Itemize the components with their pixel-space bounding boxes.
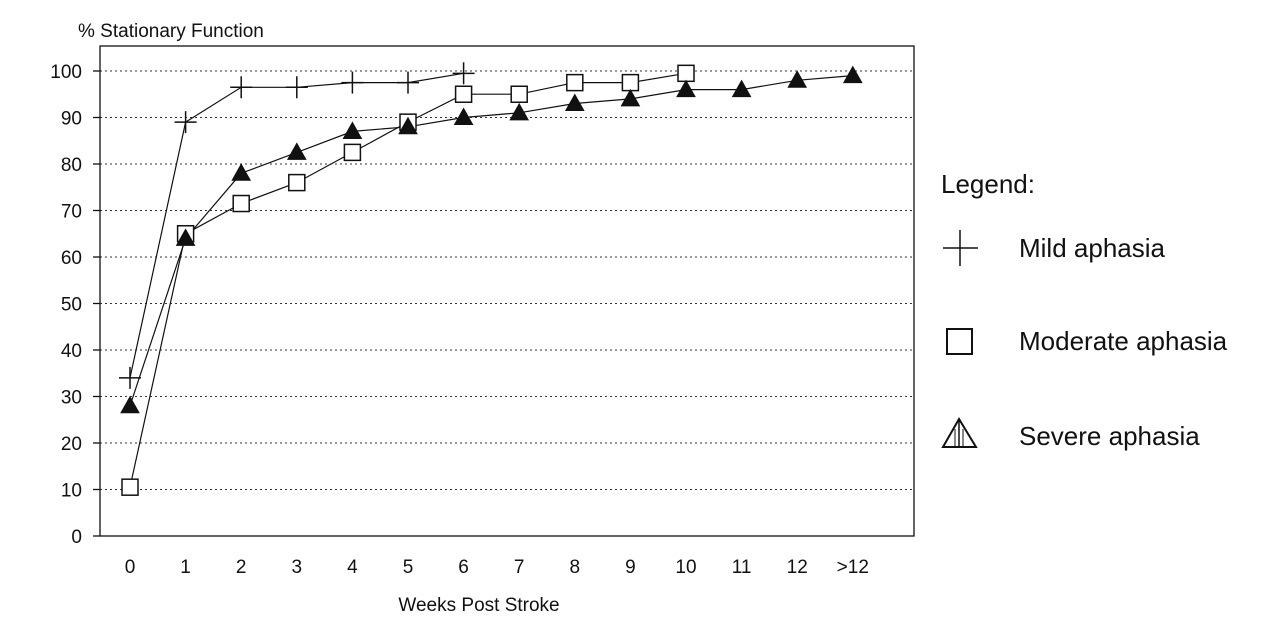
data-point-plus bbox=[397, 71, 419, 94]
y-tick-label: 70 bbox=[61, 202, 82, 223]
x-tick-label: 3 bbox=[292, 557, 303, 578]
data-point-triangle bbox=[620, 88, 641, 107]
legend-label: Moderate aphasia bbox=[1019, 326, 1228, 356]
legend-title: Legend: bbox=[941, 169, 1035, 199]
data-point-square bbox=[621, 73, 640, 92]
data-point-triangle bbox=[453, 107, 474, 125]
data-point-triangle bbox=[120, 395, 140, 414]
legend-item: Severe aphasia bbox=[941, 417, 1200, 451]
legend: Legend: Mild aphasia Moderate aphasia Seve… bbox=[941, 169, 1228, 451]
data-point-triangle bbox=[787, 70, 808, 88]
x-tick-label: 8 bbox=[570, 557, 581, 578]
y-tick-label: 0 bbox=[71, 527, 82, 548]
y-tick-label: 80 bbox=[61, 155, 82, 176]
data-point-triangle bbox=[509, 102, 530, 121]
data-point-square bbox=[677, 64, 695, 83]
data-point-plus bbox=[341, 71, 364, 94]
y-tick-label: 90 bbox=[61, 109, 82, 130]
data-point-square bbox=[510, 85, 528, 103]
legend-triangle-icon bbox=[941, 417, 978, 448]
data-point-triangle bbox=[175, 228, 196, 246]
x-tick-label: 1 bbox=[180, 557, 191, 578]
series-line-triangle bbox=[129, 75, 853, 406]
legend-label: Mild aphasia bbox=[1019, 233, 1166, 263]
x-tick-label: >12 bbox=[837, 557, 869, 578]
y-tick-label: 100 bbox=[50, 62, 82, 83]
plot-frame bbox=[99, 45, 915, 537]
data-point-plus bbox=[230, 76, 253, 99]
x-tick-label: 6 bbox=[458, 557, 469, 578]
y-tick-label: 10 bbox=[61, 481, 82, 502]
y-tick-label: 50 bbox=[61, 295, 82, 316]
data-point-square bbox=[232, 194, 250, 213]
data-point-plus bbox=[174, 111, 197, 134]
x-tick-label: 11 bbox=[732, 557, 752, 578]
legend-plus-icon bbox=[943, 230, 978, 266]
data-point-triangle bbox=[564, 93, 585, 112]
x-axis-title: Weeks Post Stroke bbox=[398, 595, 559, 616]
data-point-triangle bbox=[342, 121, 363, 139]
x-tick-label: 9 bbox=[625, 557, 636, 578]
legend-item: Moderate aphasia bbox=[946, 326, 1228, 356]
x-tick-label: 10 bbox=[675, 557, 696, 578]
data-point-square bbox=[343, 143, 362, 162]
x-tick-label: 4 bbox=[347, 557, 358, 578]
series-lines bbox=[129, 72, 853, 488]
series-line-square bbox=[129, 72, 687, 488]
legend-label: Severe aphasia bbox=[1019, 421, 1200, 451]
data-point-triangle bbox=[286, 142, 307, 160]
y-axis-title: % Stationary Function bbox=[78, 21, 264, 42]
series-markers bbox=[119, 62, 863, 496]
x-tick-label: 7 bbox=[514, 557, 525, 578]
data-point-plus bbox=[119, 366, 141, 389]
x-axis-ticks: 0 1 2 3 4 5 6 7 8 9 10 11 12 >12 bbox=[125, 557, 869, 578]
data-point-square bbox=[288, 173, 306, 192]
data-point-triangle bbox=[842, 65, 863, 84]
data-point-triangle bbox=[398, 116, 418, 135]
x-tick-label: 12 bbox=[787, 557, 808, 578]
grid-lines bbox=[100, 70, 914, 490]
data-point-square bbox=[566, 73, 584, 92]
y-axis-ticks: 0 10 20 30 40 50 60 70 80 90 100 bbox=[50, 62, 100, 548]
legend-square-icon bbox=[946, 328, 973, 355]
x-tick-label: 2 bbox=[236, 557, 247, 578]
x-tick-label: 5 bbox=[403, 557, 414, 578]
y-tick-label: 60 bbox=[61, 248, 82, 269]
legend-item: Mild aphasia bbox=[943, 230, 1166, 266]
data-point-triangle bbox=[676, 79, 696, 98]
y-tick-label: 20 bbox=[61, 434, 82, 455]
data-point-triangle bbox=[231, 163, 252, 181]
data-point-plus bbox=[285, 76, 308, 99]
x-tick-label: 0 bbox=[125, 557, 136, 578]
y-tick-label: 30 bbox=[61, 388, 82, 409]
data-point-triangle bbox=[731, 79, 752, 98]
y-tick-label: 40 bbox=[61, 341, 82, 362]
data-point-square bbox=[454, 85, 473, 103]
data-point-plus bbox=[452, 62, 475, 85]
data-point-square bbox=[121, 478, 139, 496]
